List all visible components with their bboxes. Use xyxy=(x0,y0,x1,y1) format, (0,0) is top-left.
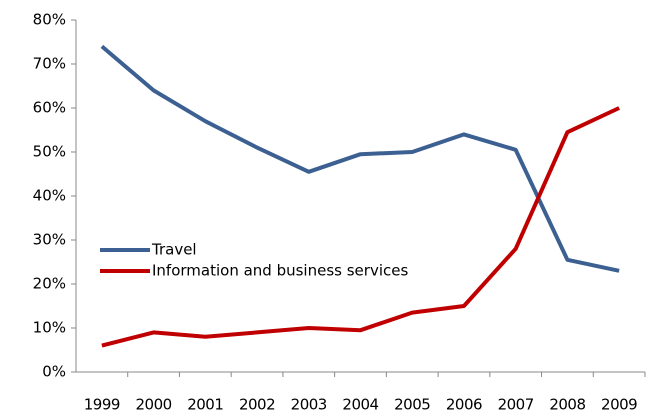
series-line xyxy=(101,106,620,348)
y-tick-label: 40% xyxy=(33,187,66,205)
x-tick-label: 2005 xyxy=(394,396,430,414)
x-tick-label: 1999 xyxy=(84,396,120,414)
x-tick-label: 2004 xyxy=(342,396,378,414)
y-tick-label: 80% xyxy=(33,11,66,29)
x-tick-label: 2002 xyxy=(239,396,275,414)
y-tick-label: 50% xyxy=(33,143,66,161)
series-line xyxy=(100,44,620,273)
y-tick-label: 20% xyxy=(33,275,66,293)
x-tick-label: 2000 xyxy=(135,396,171,414)
y-tick-label: 70% xyxy=(33,55,66,73)
y-tick-label: 30% xyxy=(33,231,66,249)
legend-label: Information and business services xyxy=(152,262,408,280)
x-tick-label: 2001 xyxy=(187,396,223,414)
x-tick-label: 2007 xyxy=(498,396,534,414)
x-tick-label: 2003 xyxy=(291,396,327,414)
x-tick-label: 2006 xyxy=(446,396,482,414)
x-tick-label: 2008 xyxy=(549,396,585,414)
legend-label: Travel xyxy=(151,241,197,259)
y-tick-label: 60% xyxy=(33,99,66,117)
y-tick-label: 0% xyxy=(42,363,66,381)
y-tick-label: 10% xyxy=(33,319,66,337)
x-tick-label: 2009 xyxy=(601,396,637,414)
